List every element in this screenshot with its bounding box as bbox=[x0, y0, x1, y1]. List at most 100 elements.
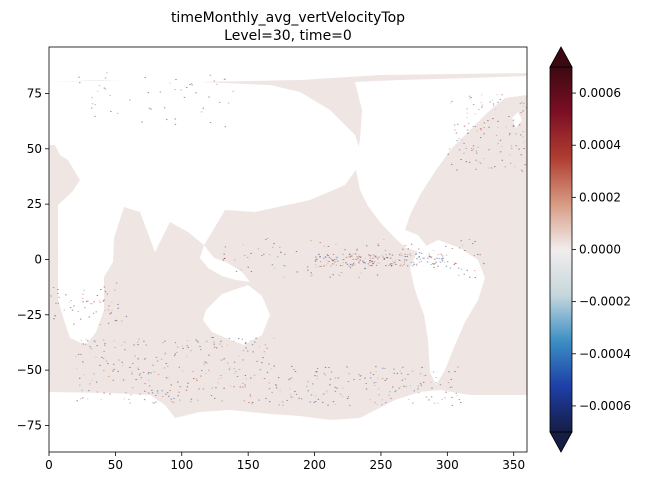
speckle bbox=[512, 125, 515, 127]
speckle bbox=[399, 386, 402, 388]
speckle bbox=[204, 361, 206, 363]
speckle bbox=[510, 145, 513, 147]
speckle bbox=[430, 257, 433, 259]
speckle bbox=[508, 134, 511, 136]
speckle bbox=[251, 403, 253, 405]
speckle bbox=[317, 398, 320, 400]
speckle bbox=[406, 256, 408, 258]
speckle bbox=[306, 385, 308, 387]
speckle bbox=[80, 398, 82, 400]
speckle bbox=[58, 296, 60, 298]
speckle bbox=[205, 373, 207, 375]
speckle bbox=[214, 397, 216, 399]
speckle bbox=[244, 384, 246, 386]
speckle bbox=[476, 130, 478, 132]
speckle bbox=[272, 246, 274, 248]
speckle bbox=[458, 247, 461, 249]
speckle bbox=[309, 401, 311, 403]
speckle bbox=[147, 92, 150, 94]
speckle bbox=[435, 261, 437, 263]
speckle bbox=[377, 388, 380, 390]
speckle bbox=[358, 256, 360, 258]
speckle bbox=[95, 311, 97, 313]
speckle bbox=[138, 374, 141, 376]
land-south-america bbox=[410, 240, 485, 385]
speckle bbox=[475, 152, 478, 154]
speckle bbox=[224, 126, 227, 128]
speckle bbox=[246, 256, 249, 258]
speckle bbox=[103, 87, 106, 89]
y-tick-label: −25 bbox=[17, 308, 42, 322]
speckle bbox=[223, 258, 226, 260]
speckle bbox=[358, 254, 360, 256]
speckle bbox=[250, 340, 252, 342]
speckle bbox=[520, 134, 522, 136]
speckle bbox=[346, 366, 348, 368]
speckle bbox=[381, 404, 383, 406]
speckle bbox=[227, 362, 229, 364]
speckle bbox=[514, 166, 516, 168]
speckle bbox=[394, 261, 396, 263]
speckle bbox=[365, 388, 368, 390]
speckle bbox=[479, 128, 482, 130]
speckle bbox=[116, 112, 119, 114]
speckle bbox=[458, 274, 460, 276]
speckle bbox=[427, 257, 429, 259]
speckle bbox=[205, 340, 208, 342]
speckle bbox=[464, 250, 466, 252]
speckle bbox=[346, 397, 349, 399]
speckle bbox=[410, 261, 413, 263]
speckle bbox=[244, 386, 246, 388]
speckle bbox=[389, 391, 391, 393]
speckle bbox=[447, 153, 449, 155]
speckle bbox=[381, 399, 384, 401]
speckle bbox=[168, 395, 170, 397]
speckle bbox=[125, 392, 127, 394]
speckle bbox=[79, 384, 81, 386]
speckle bbox=[143, 371, 145, 373]
speckle bbox=[167, 365, 169, 367]
colorbar-tick-label: −0.0006 bbox=[579, 399, 631, 413]
speckle bbox=[400, 255, 403, 257]
speckle bbox=[218, 378, 220, 380]
speckle bbox=[467, 122, 470, 124]
speckle bbox=[190, 350, 192, 352]
speckle bbox=[358, 373, 360, 375]
speckle bbox=[354, 264, 356, 266]
speckle bbox=[461, 139, 463, 141]
speckle bbox=[212, 337, 215, 339]
speckle bbox=[375, 256, 378, 258]
speckle bbox=[157, 392, 159, 394]
speckle bbox=[268, 254, 271, 256]
speckle bbox=[460, 240, 462, 242]
speckle bbox=[447, 382, 450, 384]
speckle bbox=[342, 262, 344, 264]
speckle bbox=[95, 356, 97, 358]
speckle bbox=[53, 318, 55, 320]
speckle bbox=[137, 367, 139, 369]
speckle bbox=[445, 254, 448, 256]
speckle bbox=[82, 301, 84, 303]
speckle bbox=[202, 388, 205, 390]
speckle bbox=[313, 401, 315, 403]
speckle bbox=[117, 370, 119, 372]
speckle bbox=[353, 262, 355, 264]
speckle bbox=[364, 267, 367, 269]
speckle bbox=[428, 256, 431, 258]
speckle bbox=[326, 254, 328, 256]
speckle bbox=[195, 378, 198, 380]
speckle bbox=[249, 394, 251, 396]
speckle bbox=[104, 310, 106, 312]
speckle bbox=[374, 255, 376, 257]
speckle bbox=[112, 370, 114, 372]
speckle bbox=[501, 159, 504, 161]
speckle bbox=[256, 360, 258, 362]
speckle bbox=[57, 292, 59, 294]
speckle bbox=[233, 259, 236, 261]
speckle bbox=[144, 383, 146, 385]
speckle bbox=[99, 301, 101, 303]
speckle bbox=[143, 340, 145, 342]
speckle bbox=[190, 398, 193, 400]
land-greenland-arctic bbox=[49, 67, 527, 82]
speckle bbox=[162, 342, 164, 344]
